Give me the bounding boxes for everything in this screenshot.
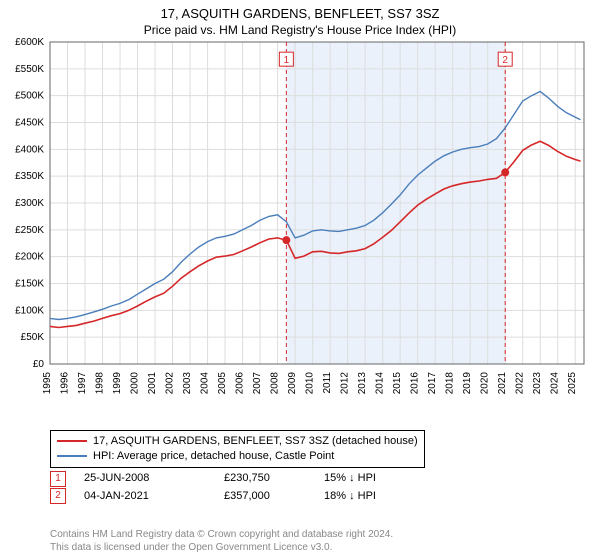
svg-text:2017: 2017 [427,372,438,395]
datapoint-row: 2 04-JAN-2021£357,00018% ↓ HPI [38,488,444,506]
datapoint-pct: 15% ↓ HPI [324,470,444,488]
svg-text:2024: 2024 [550,372,561,395]
svg-text:2007: 2007 [252,372,263,395]
svg-text:2023: 2023 [532,372,543,395]
svg-text:1998: 1998 [95,372,106,395]
line-chart-svg: £0£50K£100K£150K£200K£250K£300K£350K£400… [50,42,584,394]
svg-text:£400K: £400K [15,144,44,155]
footer-line-1: Contains HM Land Registry data © Crown c… [50,529,393,542]
legend-label: HPI: Average price, detached house, Cast… [93,449,334,464]
svg-text:2012: 2012 [340,372,351,395]
svg-text:£350K: £350K [15,171,44,182]
legend-item: HPI: Average price, detached house, Cast… [57,449,418,464]
svg-text:2003: 2003 [182,372,193,395]
svg-text:2011: 2011 [322,372,333,394]
chart-title: 17, ASQUITH GARDENS, BENFLEET, SS7 3SZ [0,0,600,23]
svg-text:2000: 2000 [130,372,141,395]
datapoint-price: £357,000 [224,488,324,506]
svg-text:£600K: £600K [15,37,44,48]
svg-text:£50K: £50K [21,332,45,343]
svg-text:1997: 1997 [77,372,88,395]
svg-text:2009: 2009 [287,372,298,395]
svg-text:2: 2 [502,55,508,66]
svg-text:£100K: £100K [15,305,44,316]
legend-swatch [57,440,87,442]
datapoint-marker: 2 [50,488,66,504]
chart-subtitle: Price paid vs. HM Land Registry's House … [0,23,600,41]
svg-text:1: 1 [284,55,290,66]
svg-text:2015: 2015 [392,372,403,395]
svg-text:2020: 2020 [480,372,491,395]
svg-text:2010: 2010 [305,372,316,395]
datapoint-date: 25-JUN-2008 [84,470,224,488]
svg-text:£0: £0 [33,359,45,370]
svg-text:£150K: £150K [15,279,44,290]
legend-swatch [57,455,87,457]
svg-text:£200K: £200K [15,252,44,263]
chart-container: 17, ASQUITH GARDENS, BENFLEET, SS7 3SZ P… [0,0,600,560]
datapoint-marker: 1 [50,471,66,487]
footer-attribution: Contains HM Land Registry data © Crown c… [50,529,393,554]
legend: 17, ASQUITH GARDENS, BENFLEET, SS7 3SZ (… [50,430,425,468]
legend-label: 17, ASQUITH GARDENS, BENFLEET, SS7 3SZ (… [93,434,418,449]
svg-text:2019: 2019 [462,372,473,395]
svg-text:2022: 2022 [515,372,526,395]
svg-text:£500K: £500K [15,91,44,102]
svg-text:2001: 2001 [147,372,158,395]
svg-text:2025: 2025 [567,372,578,395]
svg-text:2014: 2014 [375,372,386,395]
svg-text:£450K: £450K [15,118,44,129]
svg-text:1999: 1999 [112,372,123,395]
svg-text:2016: 2016 [410,372,421,395]
svg-text:1996: 1996 [60,372,71,395]
svg-text:2013: 2013 [357,372,368,395]
svg-text:2021: 2021 [497,372,508,395]
svg-text:2005: 2005 [217,372,228,395]
svg-text:1995: 1995 [42,372,53,395]
footer-line-2: This data is licensed under the Open Gov… [50,542,393,555]
datapoint-pct: 18% ↓ HPI [324,488,444,506]
datapoint-date: 04-JAN-2021 [84,488,224,506]
chart-plot-area: £0£50K£100K£150K£200K£250K£300K£350K£400… [50,42,584,394]
svg-text:2006: 2006 [235,372,246,395]
svg-text:£250K: £250K [15,225,44,236]
datapoint-price: £230,750 [224,470,324,488]
svg-text:2018: 2018 [445,372,456,395]
svg-text:£300K: £300K [15,198,44,209]
svg-text:2002: 2002 [165,372,176,395]
svg-text:2008: 2008 [270,372,281,395]
svg-text:2004: 2004 [200,372,211,395]
datapoints-table: 1 25-JUN-2008£230,75015% ↓ HPI 2 04-JAN-202… [38,470,444,505]
legend-item: 17, ASQUITH GARDENS, BENFLEET, SS7 3SZ (… [57,434,418,449]
svg-text:£550K: £550K [15,64,44,75]
datapoint-row: 1 25-JUN-2008£230,75015% ↓ HPI [38,470,444,488]
